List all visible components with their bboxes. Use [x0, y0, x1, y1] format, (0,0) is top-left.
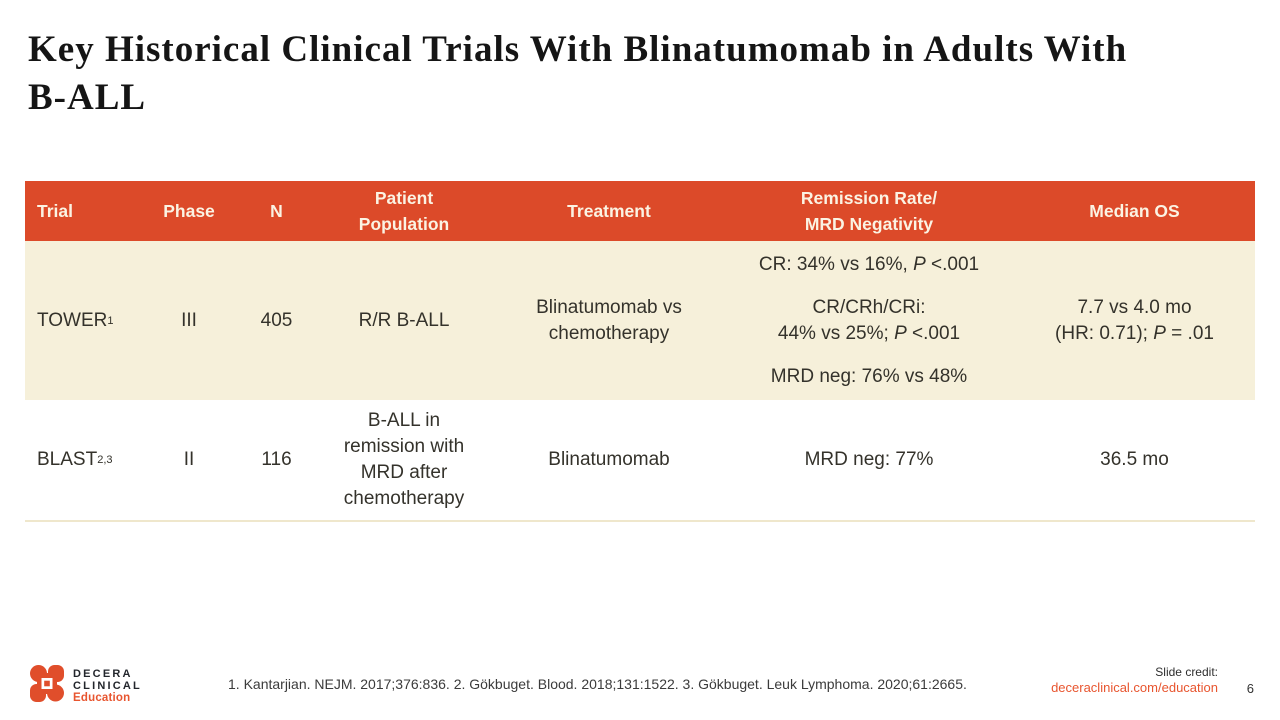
header-n: N — [270, 201, 283, 221]
tower-crh-pvalue-symbol: P — [894, 323, 907, 344]
header-median-os: Median OS — [1089, 201, 1180, 221]
page-number: 6 — [1246, 681, 1254, 696]
tower-population: R/R B-ALL — [358, 309, 450, 331]
logo-line-decera: DECERA — [73, 668, 133, 680]
clinical-trials-table: Trial Phase N Patient Population Treatme… — [25, 181, 1255, 522]
tower-os-hr: (HR: 0.71); — [1055, 322, 1154, 344]
tower-os-line2: (HR: 0.71); P = .01 — [1055, 321, 1214, 347]
tower-cr-pvalue-symbol: P — [913, 254, 926, 275]
blast-trial-label: BLAST — [37, 449, 98, 470]
logo-line-education: Education — [73, 692, 131, 704]
tower-treatment: Blinatumomab vs chemotherapy — [494, 241, 724, 400]
header-remission: Remission Rate/ MRD Negativity — [724, 181, 1014, 241]
tower-treatment-label: Blinatumomab vs chemotherapy — [536, 296, 682, 344]
blast-trial-name: BLAST 2,3 — [25, 400, 139, 520]
tower-os-pvalue: = .01 — [1165, 322, 1214, 344]
blast-remission: MRD neg: 77% — [804, 449, 934, 470]
slide-credit-label: Slide credit: — [1155, 665, 1218, 679]
tower-median-os-lines: 7.7 vs 4.0 mo (HR: 0.71); P = .01 — [1055, 295, 1214, 347]
tower-remission-cr: CR: 34% vs 16%, P <.001 — [759, 252, 979, 278]
header-patient-population-label: Patient Population — [358, 188, 450, 234]
decera-logo-text: DECERA CLINICAL Education — [73, 668, 142, 704]
header-phase: Phase — [163, 201, 215, 221]
tower-trial-label: TOWER — [37, 309, 108, 331]
decera-logo: DECERA CLINICAL Education — [30, 665, 142, 707]
tower-remission: CR: 34% vs 16%, P <.001 CR/CRh/CRi: 44% … — [724, 241, 1014, 400]
tower-remission-crh: CR/CRh/CRi: 44% vs 25%; P <.001 — [778, 295, 960, 347]
tower-crh-label: CR/CRh/CRi: — [812, 297, 926, 318]
header-trial: Trial — [37, 201, 73, 221]
page-title-line2: B-ALL — [28, 77, 147, 118]
blast-n: 116 — [261, 449, 292, 470]
tower-crh-text: 44% vs 25%; — [777, 323, 895, 344]
slide-credit-link[interactable]: deceraclinical.com/education — [1051, 680, 1218, 695]
tower-trial-name: TOWER 1 — [25, 241, 139, 400]
decera-logo-icon — [30, 665, 64, 707]
tower-os-line1: 7.7 vs 4.0 mo — [1077, 296, 1192, 318]
logo-line-clinical: CLINICAL — [73, 680, 142, 692]
tower-os-pvalue-symbol: P — [1153, 322, 1166, 344]
blast-phase: II — [183, 449, 195, 470]
tower-median-os: 7.7 vs 4.0 mo (HR: 0.71); P = .01 — [1014, 241, 1255, 400]
tower-cr-text: CR: 34% vs 16%, — [758, 254, 914, 275]
tower-cr-pvalue: <.001 — [925, 254, 980, 275]
tower-crh-pvalue: <.001 — [906, 323, 961, 344]
tower-phase: III — [181, 309, 197, 331]
header-patient-population: Patient Population — [314, 181, 494, 241]
slide-credit: Slide credit: deceraclinical.com/educati… — [1051, 664, 1218, 696]
table-header-row: Trial Phase N Patient Population Treatme… — [25, 181, 1255, 241]
tower-remission-mrd: MRD neg: 76% vs 48% — [770, 366, 968, 387]
tower-crh-values: 44% vs 25%; P <.001 — [778, 321, 960, 347]
blast-treatment: Blinatumomab — [548, 449, 670, 470]
table-row-blast: BLAST 2,3 II 116 B-ALL in remission with … — [25, 400, 1255, 522]
header-remission-label: Remission Rate/ MRD Negativity — [800, 188, 938, 234]
table-row-tower: TOWER 1 III 405 R/R B-ALL Blinatumomab vs… — [25, 241, 1255, 400]
page-title-line1: Key Historical Clinical Trials With Blin… — [28, 29, 1128, 70]
page-title: Key Historical Clinical Trials With Blin… — [28, 26, 1252, 122]
header-treatment: Treatment — [567, 201, 651, 221]
blast-median-os: 36.5 mo — [1100, 449, 1169, 470]
blast-population-label: B-ALL in remission with MRD after chemot… — [343, 410, 465, 509]
tower-n: 405 — [260, 309, 293, 331]
blast-population: B-ALL in remission with MRD after chemot… — [314, 400, 494, 520]
citations: 1. Kantarjian. NEJM. 2017;376:836. 2. Gö… — [228, 676, 967, 692]
